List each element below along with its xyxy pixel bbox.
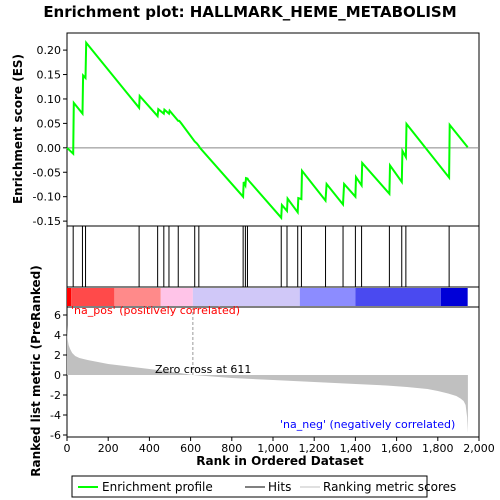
x-axis-label: Rank in Ordered Dataset xyxy=(196,454,364,468)
color-bar-segment xyxy=(67,288,72,306)
legend-enrichment-label: Enrichment profile xyxy=(102,480,213,494)
es-panel: 0.20 0.15 0.10 0.05 0.00 -0.05 -0.10 -0.15 Enri… xyxy=(11,32,480,228)
rank-y-tick-label: -4 xyxy=(50,409,61,422)
legend-ranking-label: Ranking metric scores xyxy=(323,480,456,494)
es-y-tick-label: -0.15 xyxy=(33,215,61,228)
hits-panel-frame xyxy=(66,225,480,288)
x-tick-label: 600 xyxy=(180,442,201,455)
x-tick-label: 200 xyxy=(98,442,119,455)
rank-y-tick-label: -2 xyxy=(50,389,61,402)
rank-panel: 6 4 2 0 -2 -4 -6 0 200 400 600 800 1,000 1,200 1,400 1… xyxy=(29,265,495,477)
color-bar-segment xyxy=(192,288,300,306)
es-panel-frame xyxy=(66,32,480,227)
color-bar-segment xyxy=(160,288,193,306)
neg-correlated-label: 'na_neg' (negatively correlated) xyxy=(280,418,455,431)
es-y-axis-label: Enrichment score (ES) xyxy=(11,54,25,204)
x-tick-label: 1,600 xyxy=(381,442,413,455)
color-bar-segment xyxy=(440,288,468,306)
rank-x-axis: 0 200 400 600 800 1,000 1,200 1,400 1,600 1,800 2,… xyxy=(64,437,495,455)
rank-y-axis: 6 4 2 0 -2 -4 -6 xyxy=(50,309,67,442)
es-y-tick-label: -0.05 xyxy=(33,166,61,179)
x-tick-label: 2,000 xyxy=(463,442,495,455)
color-bar-segment xyxy=(71,288,115,306)
es-y-tick-label: 0.05 xyxy=(37,117,62,130)
legend-hits-label: Hits xyxy=(268,480,291,494)
x-tick-label: 400 xyxy=(139,442,160,455)
es-y-tick-label: 0.10 xyxy=(37,93,62,106)
es-y-axis: 0.20 0.15 0.10 0.05 0.00 -0.05 -0.10 -0.15 xyxy=(33,44,67,228)
es-y-tick-label: -0.10 xyxy=(33,191,61,204)
legend: Enrichment profile Hits Ranking metric s… xyxy=(71,475,456,498)
x-tick-label: 1,800 xyxy=(422,442,454,455)
x-tick-label: 1,200 xyxy=(298,442,330,455)
rank-y-axis-label: Ranked list metric (PreRanked) xyxy=(29,265,43,477)
rank-y-tick-label: 0 xyxy=(54,369,61,382)
zero-cross-label: Zero cross at 611 xyxy=(155,363,251,376)
pos-correlated-label: 'na_pos' (positively correlated) xyxy=(71,304,240,317)
x-tick-label: 800 xyxy=(221,442,242,455)
x-tick-label: 0 xyxy=(64,442,71,455)
color-bar-segment xyxy=(299,288,356,306)
color-bar-segments xyxy=(67,288,468,306)
ranking-metric-area xyxy=(67,325,468,433)
rank-y-tick-label: -6 xyxy=(50,429,61,442)
color-bar-segment xyxy=(355,288,441,306)
es-y-tick-label: 0.20 xyxy=(37,44,62,57)
hits-panel xyxy=(66,225,480,288)
x-tick-label: 1,000 xyxy=(257,442,289,455)
x-tick-label: 1,400 xyxy=(340,442,372,455)
enrichment-profile-line xyxy=(66,40,469,221)
rank-y-tick-label: 4 xyxy=(54,329,61,342)
color-bar-segment xyxy=(114,288,161,306)
hit-markers xyxy=(72,226,450,287)
es-y-tick-label: 0.15 xyxy=(37,69,62,82)
rank-y-tick-label: 6 xyxy=(54,309,61,322)
chart-title: Enrichment plot: HALLMARK_HEME_METABOLIS… xyxy=(43,3,456,21)
rank-y-tick-label: 2 xyxy=(54,349,61,362)
es-y-tick-label: 0.00 xyxy=(37,142,62,155)
